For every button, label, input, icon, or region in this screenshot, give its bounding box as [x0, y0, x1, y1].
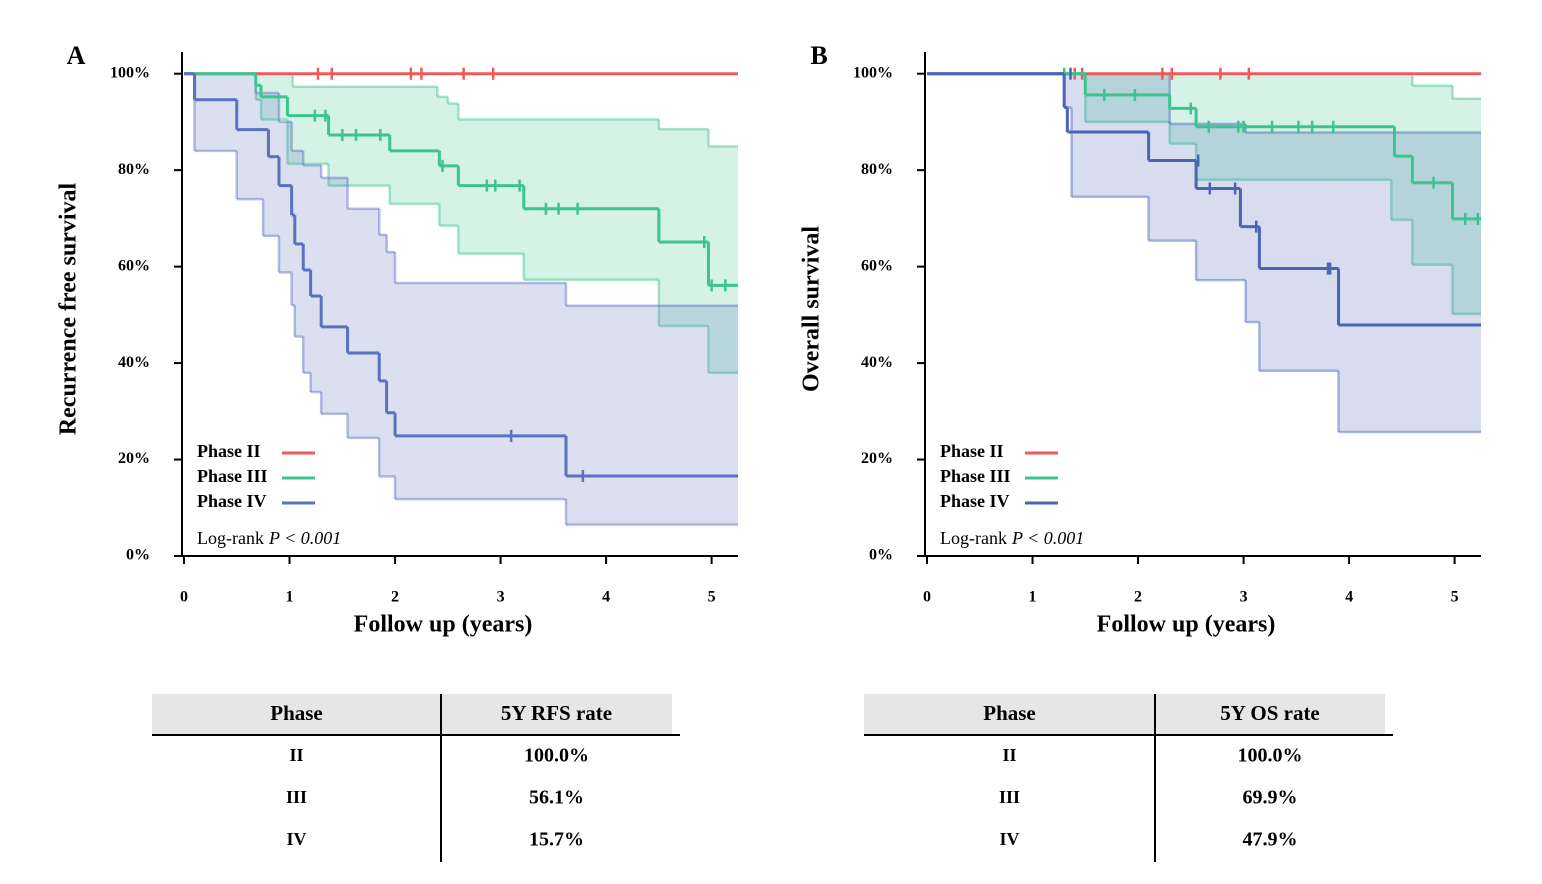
table-cell: 47.9% [1243, 829, 1298, 851]
x-tick-label: 1 [286, 589, 294, 606]
y-tick-label: 0% [869, 547, 893, 564]
y-tick-label: 80% [861, 161, 893, 178]
table-cell: 56.1% [529, 787, 584, 809]
table-header: 5Y RFS rate [501, 701, 612, 725]
y-tick-label: 20% [861, 450, 893, 467]
ci-band [1338, 132, 1481, 433]
ci-band [379, 234, 387, 477]
ci-band [386, 252, 396, 477]
ci-band [194, 73, 237, 151]
ci-band [278, 121, 292, 273]
table-cell: III [286, 787, 307, 807]
x-axis-title: Follow up (years) [1097, 612, 1276, 638]
x-tick-label: 2 [391, 589, 399, 606]
x-tick-label: 5 [1451, 589, 1459, 606]
x-tick-label: 4 [602, 589, 610, 606]
y-tick-label: 40% [118, 354, 150, 371]
table-cell: II [289, 745, 303, 765]
table-cell: IV [999, 829, 1019, 849]
table-header: Phase [983, 701, 1036, 725]
y-tick-label: 80% [118, 161, 150, 178]
ci-band [565, 305, 738, 525]
ci-band [347, 208, 380, 438]
x-tick-label: 4 [1345, 589, 1353, 606]
ci-band [395, 283, 566, 500]
annotation-stat: P < 0.001 [1011, 528, 1084, 548]
legend-label: Phase IV [940, 491, 1010, 511]
legend-label: Phase III [940, 466, 1011, 486]
ci-band [1085, 73, 1170, 122]
ci-band [321, 177, 348, 414]
annotation-text: Log-rank [197, 528, 264, 548]
y-axis-title: Overall survival [799, 226, 825, 392]
annotation: Log-rank P < 0.001 [940, 528, 1084, 548]
x-tick-label: 2 [1134, 589, 1142, 606]
ci-band [1169, 123, 1197, 241]
ci-band [1196, 123, 1246, 281]
y-tick-label: 60% [861, 257, 893, 274]
table-header: 5Y OS rate [1220, 701, 1320, 725]
ci-band [523, 119, 659, 280]
ci-band [236, 73, 256, 200]
ci-band [1064, 73, 1072, 108]
legend-label: Phase II [197, 441, 261, 461]
legend-label: Phase II [940, 441, 1004, 461]
ci-band [708, 146, 738, 373]
table-cell: 100.0% [524, 745, 589, 767]
ci-band [310, 165, 322, 393]
ci-band [1412, 85, 1453, 265]
table-header-bg [864, 694, 1385, 735]
y-tick-label: 40% [861, 354, 893, 371]
table-header: Phase [270, 701, 323, 725]
y-axis-title: Recurrence free survival [56, 182, 82, 435]
annotation-text: Log-rank [940, 528, 1007, 548]
ci-band [268, 92, 279, 236]
ci-band [1071, 73, 1149, 197]
ci-band [658, 129, 709, 326]
ci-band [292, 86, 329, 164]
ci-band [1259, 132, 1339, 371]
legend-label: Phase IV [197, 491, 267, 511]
ci-band [389, 86, 438, 204]
y-tick-label: 100% [853, 64, 893, 81]
ci-band [1148, 73, 1170, 241]
x-tick-label: 0 [180, 589, 188, 606]
x-tick-label: 1 [1029, 589, 1037, 606]
x-tick-label: 0 [923, 589, 931, 606]
ci-band [255, 92, 264, 200]
y-tick-label: 20% [118, 450, 150, 467]
table-cell: 69.9% [1243, 787, 1298, 809]
ci-band [291, 150, 295, 306]
y-tick-label: 0% [126, 547, 150, 564]
legend-label: Phase III [197, 466, 268, 486]
annotation-stat: P < 0.001 [268, 528, 341, 548]
panel-label: B [810, 41, 827, 70]
table-cell: II [1002, 745, 1016, 765]
y-tick-label: 60% [118, 257, 150, 274]
annotation: Log-rank P < 0.001 [197, 528, 341, 548]
panel-label: A [67, 41, 86, 70]
table-cell: 100.0% [1238, 745, 1303, 767]
table-cell: III [999, 787, 1020, 807]
ci-band [1391, 73, 1413, 220]
x-tick-label: 3 [497, 589, 505, 606]
x-tick-label: 3 [1240, 589, 1248, 606]
x-tick-label: 5 [708, 589, 716, 606]
table-cell: IV [286, 829, 306, 849]
ci-band [263, 92, 269, 236]
ci-band [1452, 98, 1481, 314]
table-header-bg [152, 694, 672, 735]
x-axis-title: Follow up (years) [354, 612, 533, 638]
table-cell: 15.7% [529, 829, 584, 851]
ci-band [287, 73, 293, 164]
y-tick-label: 100% [110, 64, 150, 81]
